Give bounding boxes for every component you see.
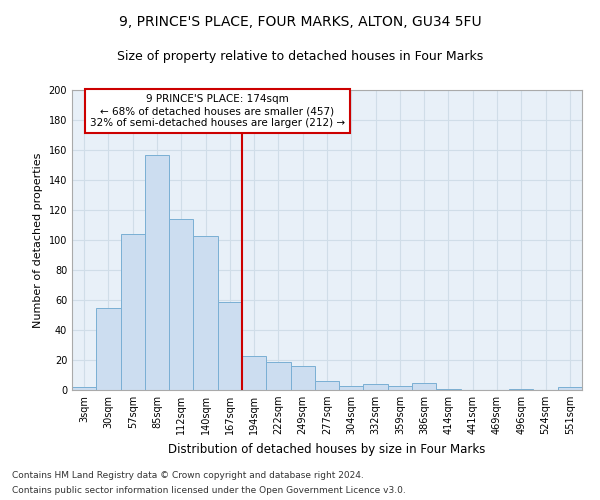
Bar: [509, 388, 533, 390]
Bar: [436, 388, 461, 390]
Bar: [315, 381, 339, 390]
Bar: [266, 362, 290, 390]
Bar: [218, 302, 242, 390]
X-axis label: Distribution of detached houses by size in Four Marks: Distribution of detached houses by size …: [169, 442, 485, 456]
Bar: [96, 308, 121, 390]
Bar: [558, 387, 582, 390]
Bar: [412, 382, 436, 390]
Text: Contains HM Land Registry data © Crown copyright and database right 2024.: Contains HM Land Registry data © Crown c…: [12, 471, 364, 480]
Bar: [121, 234, 145, 390]
Bar: [169, 219, 193, 390]
Bar: [290, 366, 315, 390]
Bar: [145, 154, 169, 390]
Text: 9 PRINCE'S PLACE: 174sqm
← 68% of detached houses are smaller (457)
32% of semi-: 9 PRINCE'S PLACE: 174sqm ← 68% of detach…: [90, 94, 345, 128]
Bar: [193, 236, 218, 390]
Bar: [339, 386, 364, 390]
Text: Size of property relative to detached houses in Four Marks: Size of property relative to detached ho…: [117, 50, 483, 63]
Bar: [72, 387, 96, 390]
Y-axis label: Number of detached properties: Number of detached properties: [33, 152, 43, 328]
Bar: [388, 386, 412, 390]
Bar: [242, 356, 266, 390]
Text: Contains public sector information licensed under the Open Government Licence v3: Contains public sector information licen…: [12, 486, 406, 495]
Text: 9, PRINCE'S PLACE, FOUR MARKS, ALTON, GU34 5FU: 9, PRINCE'S PLACE, FOUR MARKS, ALTON, GU…: [119, 15, 481, 29]
Bar: [364, 384, 388, 390]
